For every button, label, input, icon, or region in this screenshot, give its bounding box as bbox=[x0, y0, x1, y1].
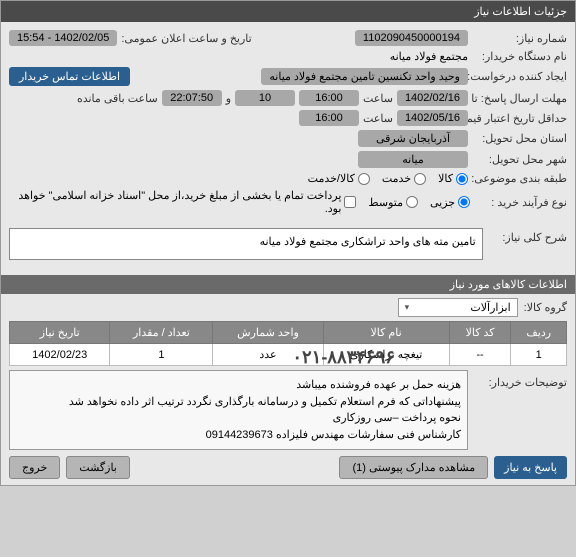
buyer-label: نام دستگاه خریدار: bbox=[472, 50, 567, 63]
time-label-1: ساعت bbox=[363, 92, 393, 105]
process-label: نوع فرآیند خرید : bbox=[474, 196, 567, 209]
table-header-row: ردیف کد کالا نام کالا واحد شمارش تعداد /… bbox=[10, 322, 567, 344]
exit-button[interactable]: خروج bbox=[9, 456, 60, 479]
deadline-time: 16:00 bbox=[299, 90, 359, 106]
validity-time: 16:00 bbox=[299, 110, 359, 126]
remain-time: 22:07:50 bbox=[162, 90, 222, 106]
province-value: آذربایجان شرقی bbox=[358, 130, 468, 147]
proc-partial-input[interactable] bbox=[458, 196, 470, 208]
remain-days: 10 bbox=[235, 90, 295, 106]
buyer-value: مجتمع فولاد میانه bbox=[390, 50, 468, 63]
province-label: استان محل تحویل: bbox=[472, 132, 567, 145]
col-idx: ردیف bbox=[511, 322, 567, 344]
deadline-date: 1402/02/16 bbox=[397, 90, 468, 106]
attachments-button[interactable]: مشاهده مدارک پیوستی (1) bbox=[339, 456, 488, 479]
validity-label: حداقل تاریخ اعتبار قیمت: تا تاریخ: bbox=[472, 112, 567, 125]
category-radio-group: کالا خدمت کالا/خدمت bbox=[308, 172, 468, 185]
col-unit: واحد شمارش bbox=[213, 322, 323, 344]
cell-qty: 1 bbox=[110, 344, 213, 366]
buyer-notes: هزینه حمل بر عهده فروشنده میباشد پیشنهاد… bbox=[9, 370, 468, 450]
group-value: ابزارآلات bbox=[470, 301, 510, 314]
category-label: طبقه بندی موضوعی: bbox=[472, 172, 567, 185]
contact-buyer-button[interactable]: اطلاعات تماس خریدار bbox=[9, 67, 130, 86]
col-qty: تعداد / مقدار bbox=[110, 322, 213, 344]
cell-date: 1402/02/23 bbox=[10, 344, 110, 366]
note-line-1: هزینه حمل بر عهده فروشنده میباشد bbox=[16, 377, 461, 394]
main-content: شماره نیاز: 1102090450000194 تاریخ و ساع… bbox=[1, 22, 575, 271]
need-no-value: 1102090450000194 bbox=[355, 30, 468, 46]
panel-title: جزئیات اطلاعات نیاز bbox=[1, 1, 575, 22]
proc-medium-input[interactable] bbox=[406, 196, 418, 208]
validity-date: 1402/05/16 bbox=[397, 110, 468, 126]
details-panel: جزئیات اطلاعات نیاز شماره نیاز: 11020904… bbox=[0, 0, 576, 486]
proc-medium-radio[interactable]: متوسط bbox=[368, 196, 418, 209]
col-date: تاریخ نیاز bbox=[10, 322, 110, 344]
back-button[interactable]: بازگشت bbox=[66, 456, 130, 479]
desc-label: شرح کلی نیاز: bbox=[487, 225, 567, 244]
chevron-down-icon: ▾ bbox=[405, 302, 410, 313]
items-table: ردیف کد کالا نام کالا واحد شمارش تعداد /… bbox=[9, 321, 567, 366]
footer-bar: پاسخ به نیاز مشاهده مدارک پیوستی (1) باز… bbox=[1, 450, 575, 485]
process-radio-group: جزیی متوسط پرداخت تمام یا بخشی از مبلغ خ… bbox=[9, 189, 470, 215]
note-line-4: کارشناس فنی سفارشات مهندس فلیزاده 091442… bbox=[16, 427, 461, 444]
deadline-label: مهلت ارسال پاسخ: تا تاریخ: bbox=[472, 92, 567, 105]
items-table-wrap: ردیف کد کالا نام کالا واحد شمارش تعداد /… bbox=[1, 321, 575, 366]
cat-goods-input[interactable] bbox=[456, 173, 468, 185]
phone-watermark: ۰۲۱-۸۸۳۴۶۹۶ bbox=[292, 347, 395, 368]
need-no-label: شماره نیاز: bbox=[472, 32, 567, 45]
note-line-3: نحوه پرداخت –سی روزکاری bbox=[16, 410, 461, 427]
group-row: گروه کالا: ابزارآلات ▾ bbox=[1, 294, 575, 321]
cat-goods-radio[interactable]: کالا bbox=[438, 172, 468, 185]
cell-code: -- bbox=[449, 344, 511, 366]
proc-partial-radio[interactable]: جزیی bbox=[430, 196, 470, 209]
announce-label: تاریخ و ساعت اعلان عمومی: bbox=[121, 32, 251, 45]
notes-label: توضیحات خریدار: bbox=[472, 370, 567, 389]
cat-service-radio[interactable]: خدمت bbox=[382, 172, 426, 185]
note-line-2: پیشنهاداتی که فرم استعلام تکمیل و درساما… bbox=[16, 394, 461, 411]
group-label: گروه کالا: bbox=[524, 301, 567, 314]
col-code: کد کالا bbox=[449, 322, 511, 344]
items-subheader: اطلاعات کالاهای مورد نیاز bbox=[1, 275, 575, 294]
description-box: تامین مته های واحد تراشکاری مجتمع فولاد … bbox=[9, 228, 483, 260]
requester-label: ایجاد کننده درخواست: bbox=[472, 70, 567, 83]
city-value: میانه bbox=[358, 151, 468, 168]
cell-idx: 1 bbox=[511, 344, 567, 366]
pay-note-checkbox[interactable] bbox=[344, 196, 356, 208]
time-label-2: ساعت bbox=[363, 112, 393, 125]
reply-button[interactable]: پاسخ به نیاز bbox=[494, 456, 567, 479]
remain-suffix: ساعت باقی مانده bbox=[77, 92, 158, 105]
table-row[interactable]: 1 -- تیغچه تراشکاری عدد 1 1402/02/23 bbox=[10, 344, 567, 366]
announce-value: 1402/02/05 - 15:54 bbox=[9, 30, 117, 46]
pay-note-check[interactable]: پرداخت تمام یا بخشی از مبلغ خرید،از محل … bbox=[9, 189, 356, 215]
city-label: شهر محل تحویل: bbox=[472, 153, 567, 166]
col-name: نام کالا bbox=[323, 322, 449, 344]
cat-both-radio[interactable]: کالا/خدمت bbox=[308, 172, 370, 185]
cat-service-input[interactable] bbox=[414, 173, 426, 185]
requester-value: وحید واحد تکنسین تامین مجتمع فولاد میانه bbox=[261, 68, 468, 85]
group-dropdown[interactable]: ابزارآلات ▾ bbox=[398, 298, 518, 317]
cat-both-input[interactable] bbox=[358, 173, 370, 185]
